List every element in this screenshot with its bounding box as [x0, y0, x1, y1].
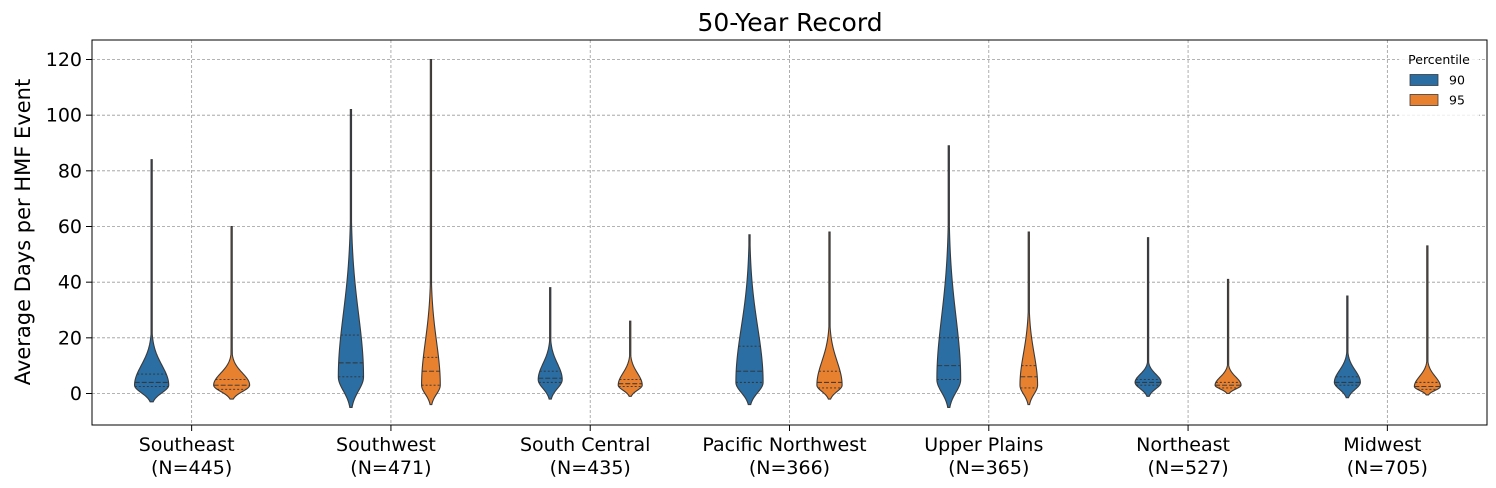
violin-95-5: [1214, 278, 1242, 395]
violin-95-3: [816, 231, 843, 400]
violin-body: [936, 145, 962, 408]
y-tick-label: 40: [58, 272, 82, 294]
x-tick-count: (N=705): [1347, 457, 1428, 479]
x-tick-count: (N=445): [151, 457, 232, 479]
violin-body: [735, 234, 764, 406]
violin-body: [1134, 237, 1162, 397]
violin-90-2: [537, 287, 563, 400]
violin-95-4: [1019, 231, 1039, 406]
violins: [133, 58, 1441, 408]
legend-title: Percentile: [1408, 52, 1470, 67]
grid: [92, 40, 1487, 425]
violin-body: [337, 109, 365, 408]
legend-swatch-90: [1409, 74, 1439, 86]
violin-90-1: [337, 109, 365, 408]
y-tick-label: 120: [46, 49, 82, 71]
y-tick-label: 60: [58, 216, 82, 238]
violin-body: [1413, 245, 1441, 396]
x-tick-count: (N=365): [948, 457, 1029, 479]
legend-label: 90: [1449, 73, 1465, 88]
x-tick-label: Pacific Northwest: [702, 434, 866, 456]
violin-90-0: [133, 159, 170, 403]
y-axis: 0 20 40 60 80 100 120: [46, 49, 92, 405]
x-axis: Southeast(N=445) Southwest(N=471) South Ce…: [139, 425, 1428, 479]
violin-body: [1214, 278, 1242, 395]
violin-90-5: [1134, 237, 1162, 397]
violin-90-4: [936, 145, 962, 408]
violin-95-1: [421, 58, 441, 406]
x-tick-count: (N=471): [350, 457, 431, 479]
legend-swatch-95: [1409, 94, 1439, 106]
y-tick-label: 20: [58, 327, 82, 349]
x-tick-label: South Central: [520, 434, 650, 456]
y-tick-label: 0: [70, 383, 82, 405]
violin-90-6: [1333, 295, 1361, 399]
x-tick-label: Northeast: [1136, 434, 1230, 456]
x-tick-count: (N=435): [550, 457, 631, 479]
x-tick-label: Southeast: [139, 434, 235, 456]
y-tick-label: 80: [58, 160, 82, 182]
violin-body: [537, 287, 563, 400]
y-axis-label: Average Days per HMF Event: [11, 79, 35, 385]
violin-95-6: [1413, 245, 1441, 396]
violin-95-0: [213, 225, 251, 400]
x-tick-label: Midwest: [1343, 434, 1421, 456]
chart-title: 50-Year Record: [697, 8, 882, 37]
x-tick-count: (N=527): [1147, 457, 1228, 479]
violin-body: [1333, 295, 1361, 399]
legend-label: 95: [1449, 93, 1465, 108]
x-tick-count: (N=366): [749, 457, 830, 479]
violin-90-3: [735, 234, 764, 406]
violin-95-2: [617, 320, 643, 397]
violin-body: [133, 159, 170, 403]
violin-body: [421, 58, 441, 406]
x-tick-label: Southwest: [336, 434, 436, 456]
violin-body: [617, 320, 643, 397]
y-tick-label: 100: [46, 105, 82, 127]
violin-body: [1019, 231, 1039, 406]
violin-body: [816, 231, 843, 400]
violin-body: [213, 225, 251, 400]
legend: Percentile 90 95: [1399, 48, 1479, 116]
x-tick-label: Upper Plains: [924, 434, 1043, 456]
